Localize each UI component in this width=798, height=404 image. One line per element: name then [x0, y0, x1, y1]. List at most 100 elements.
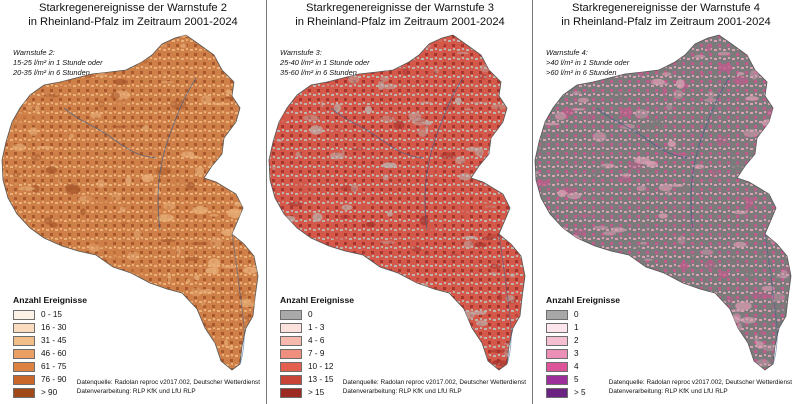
- legend-row: > 90: [13, 386, 87, 399]
- map-panel-4: Starkregenereignisse der Warnstufe 4 in …: [532, 0, 798, 404]
- legend-label: 0 - 15: [41, 310, 62, 319]
- legend-row: 4 - 6: [280, 334, 354, 347]
- legend-title: Anzahl Ereignisse: [280, 295, 355, 305]
- region-shape: [1, 34, 259, 371]
- legend-swatch: [13, 309, 35, 320]
- region-map: [534, 34, 792, 371]
- panel-title-line2: in Rheinland-Pfalz im Zeitraum 2001-2024: [28, 15, 238, 28]
- panel-title: Starkregenereignisse der Warnstufe 2 in …: [0, 2, 266, 29]
- legend-label: 4: [574, 362, 579, 371]
- legend-row: 0: [280, 308, 354, 321]
- warning-definition: Warnstufe 3: 25-40 l/m² in 1 Stunde oder…: [280, 48, 370, 78]
- panel-title-line1: Starkregenereignisse der Warnstufe 3: [305, 2, 494, 14]
- legend-title: Anzahl Ereignisse: [13, 295, 88, 305]
- definition-line-6h: 35-60 l/m² in 6 Stunden: [280, 68, 357, 77]
- legend-swatch: [13, 322, 35, 333]
- definition-line-1h: >40 l/m² in 1 Stunde oder: [546, 58, 630, 67]
- legend-label: 1 - 3: [308, 323, 325, 332]
- legend-label: > 15: [308, 388, 325, 397]
- legend-swatch: [13, 374, 35, 385]
- legend-label: 31 - 45: [41, 336, 67, 345]
- legend-row: 61 - 75: [13, 360, 87, 373]
- legend-swatch: [546, 348, 568, 359]
- legend-row: 13 - 15: [280, 373, 354, 386]
- legend-label: 61 - 75: [41, 362, 67, 371]
- legend-row: 3: [546, 347, 620, 360]
- panel-title: Starkregenereignisse der Warnstufe 4 in …: [533, 2, 798, 29]
- definition-line-6h: 20-35 l/m² in 6 Stunden: [13, 68, 90, 77]
- legend-label: > 90: [41, 388, 58, 397]
- legend-label: 2: [574, 336, 579, 345]
- legend-swatch: [546, 374, 568, 385]
- legend-label: 13 - 15: [308, 375, 334, 384]
- definition-line-1h: 25-40 l/m² in 1 Stunde oder: [280, 58, 370, 67]
- data-source: Datenquelle: Radolan reproc v2017.002, D…: [343, 378, 526, 396]
- definition-line-6h: >60 l/m² in 6 Stunden: [546, 68, 617, 77]
- legend-row: 10 - 12: [280, 360, 354, 373]
- legend-swatch: [13, 361, 35, 372]
- map-panel-2: Starkregenereignisse der Warnstufe 2 in …: [0, 0, 266, 404]
- legend: Anzahl Ereignisse 0 - 15 16 - 30 31 - 45…: [13, 295, 87, 399]
- legend-label: 5: [574, 375, 579, 384]
- legend: Anzahl Ereignisse 0 1 2 3: [546, 295, 620, 399]
- legend-row: 7 - 9: [280, 347, 354, 360]
- legend-row: 46 - 60: [13, 347, 87, 360]
- legend-swatch: [280, 309, 302, 320]
- legend-row: 31 - 45: [13, 334, 87, 347]
- warning-definition: Warnstufe 4: >40 l/m² in 1 Stunde oder >…: [546, 48, 629, 78]
- legend-row: 0 - 15: [13, 308, 87, 321]
- legend-swatch: [280, 348, 302, 359]
- source-line-1: Datenquelle: Radolan reproc v2017.002, D…: [342, 379, 526, 386]
- legend: Anzahl Ereignisse 0 1 - 3 4 - 6 7 - 9: [280, 295, 354, 399]
- legend-label: 10 - 12: [308, 362, 334, 371]
- panel-title-line1: Starkregenereignisse der Warnstufe 2: [38, 2, 227, 14]
- definition-title: Warnstufe 4:: [546, 48, 588, 57]
- source-line-2: Datenverarbeitung: RLP KfK und LfU RLP: [76, 388, 196, 395]
- legend-swatch: [280, 387, 302, 398]
- legend-swatch: [546, 309, 568, 320]
- legend-swatch: [280, 322, 302, 333]
- legend-row: 5: [546, 373, 620, 386]
- legend-label: 7 - 9: [308, 349, 325, 358]
- panel-title: Starkregenereignisse der Warnstufe 3 in …: [267, 2, 532, 29]
- legend-swatch: [280, 361, 302, 372]
- legend-label: > 5: [574, 388, 586, 397]
- legend-swatch: [546, 322, 568, 333]
- legend-label: 1: [574, 323, 579, 332]
- source-line-2: Datenverarbeitung: RLP KfK und LfU RLP: [608, 388, 728, 395]
- legend-row: > 15: [280, 386, 354, 399]
- source-line-1: Datenquelle: Radolan reproc v2017.002, D…: [76, 379, 260, 386]
- legend-swatch: [13, 387, 35, 398]
- legend-row: 2: [546, 334, 620, 347]
- panel-title-line2: in Rheinland-Pfalz im Zeitraum 2001-2024: [561, 15, 771, 28]
- legend-swatch: [13, 348, 35, 359]
- legend-row: 76 - 90: [13, 373, 87, 386]
- legend-row: 16 - 30: [13, 321, 87, 334]
- data-source: Datenquelle: Radolan reproc v2017.002, D…: [77, 378, 260, 396]
- legend-label: 76 - 90: [41, 375, 67, 384]
- source-line-1: Datenquelle: Radolan reproc v2017.002, D…: [608, 379, 792, 386]
- warning-definition: Warnstufe 2: 15-25 l/m² in 1 Stunde oder…: [13, 48, 103, 78]
- legend-swatch: [280, 374, 302, 385]
- legend-label: 0: [308, 310, 313, 319]
- legend-row: 1: [546, 321, 620, 334]
- legend-label: 16 - 30: [41, 323, 67, 332]
- legend-swatch: [13, 335, 35, 346]
- legend-swatch: [546, 387, 568, 398]
- definition-title: Warnstufe 3:: [280, 48, 322, 57]
- legend-label: 46 - 60: [41, 349, 67, 358]
- data-source: Datenquelle: Radolan reproc v2017.002, D…: [609, 378, 792, 396]
- legend-label: 4 - 6: [308, 336, 325, 345]
- legend-label: 0: [574, 310, 579, 319]
- map-panel-3: Starkregenereignisse der Warnstufe 3 in …: [266, 0, 532, 404]
- legend-swatch: [546, 361, 568, 372]
- panel-title-line1: Starkregenereignisse der Warnstufe 4: [571, 2, 760, 14]
- legend-row: > 5: [546, 386, 620, 399]
- legend-swatch: [280, 335, 302, 346]
- region-shape: [268, 34, 526, 371]
- panel-title-line2: in Rheinland-Pfalz im Zeitraum 2001-2024: [295, 15, 505, 28]
- legend-row: 1 - 3: [280, 321, 354, 334]
- legend-title: Anzahl Ereignisse: [546, 295, 621, 305]
- definition-line-1h: 15-25 l/m² in 1 Stunde oder: [13, 58, 103, 67]
- legend-swatch: [546, 335, 568, 346]
